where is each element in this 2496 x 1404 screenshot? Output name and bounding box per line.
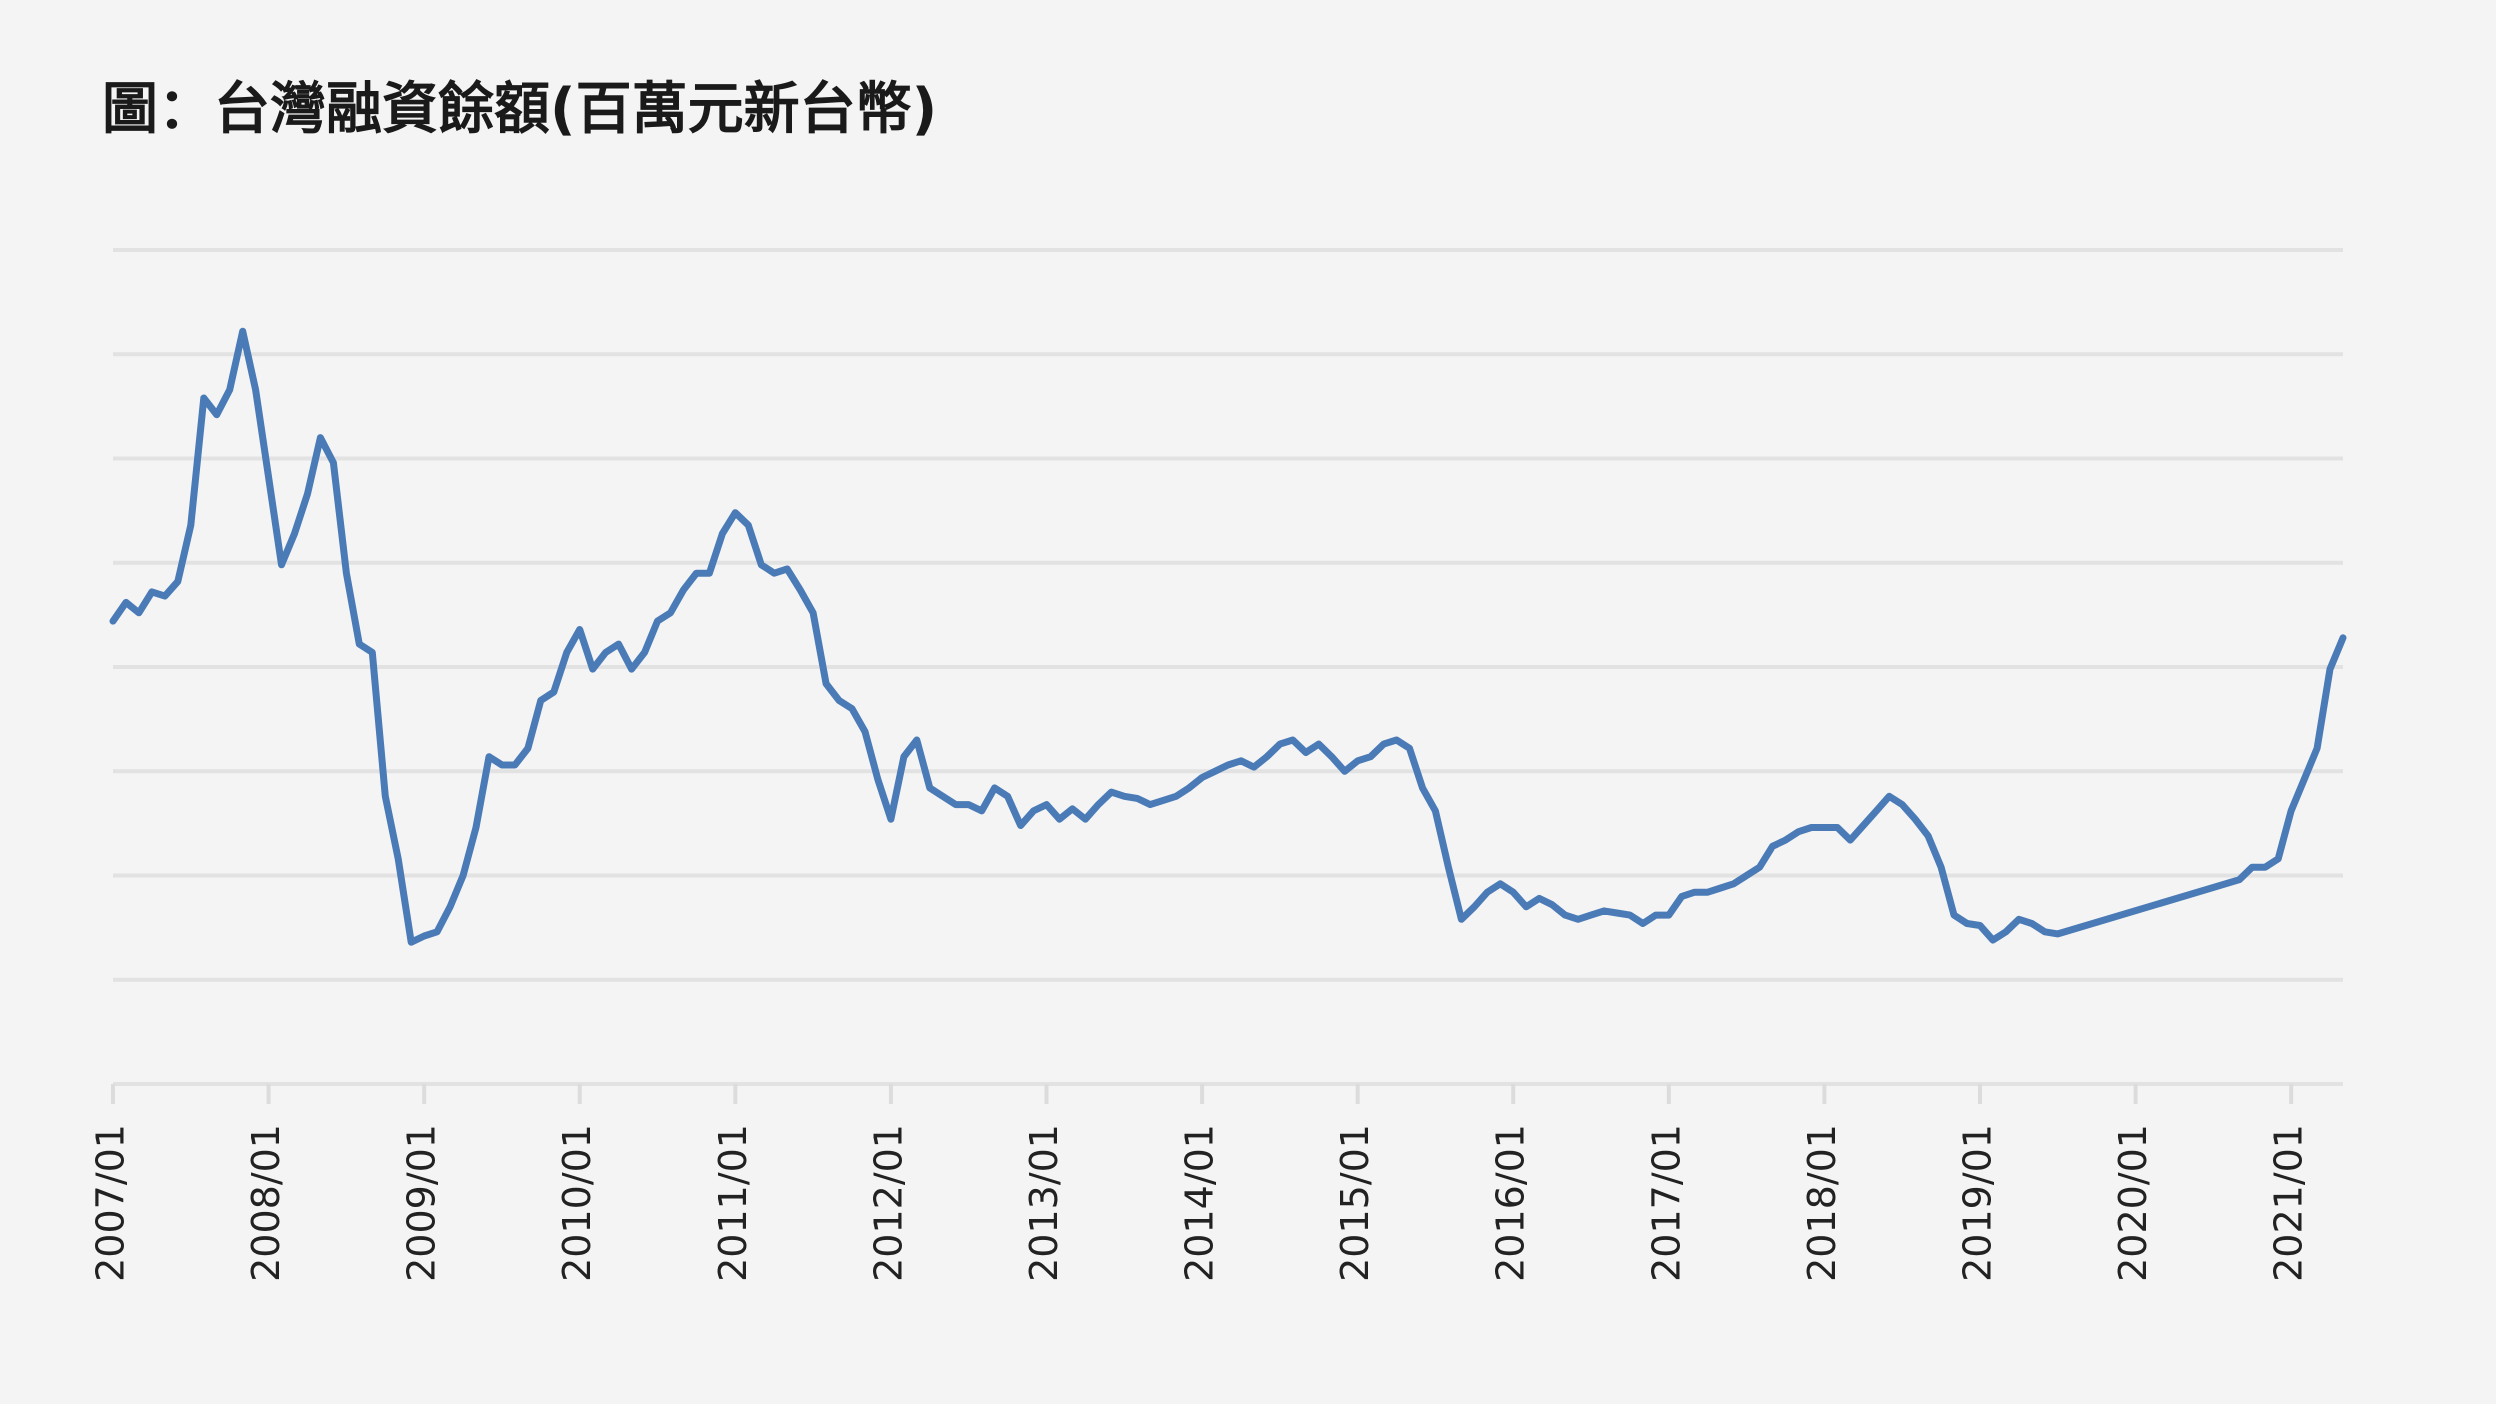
x-tick-label: 2017/01 <box>1644 1124 1688 1282</box>
x-tick-label: 2019/01 <box>1955 1124 1999 1282</box>
x-tick-label: 2010/01 <box>555 1124 599 1282</box>
x-tick-label: 2016/01 <box>1489 1124 1533 1282</box>
x-tick-label: 2021/01 <box>2267 1124 2311 1282</box>
chart-title: 圖：台灣融資餘額(百萬元新台幣) <box>102 77 937 142</box>
x-tick-label: 2020/01 <box>2111 1124 2155 1282</box>
x-tick-label: 2018/01 <box>1800 1124 1844 1282</box>
x-tick-label: 2009/01 <box>400 1124 444 1282</box>
x-tick-label: 2014/01 <box>1178 1124 1222 1282</box>
x-tick-label: 2011/01 <box>711 1124 755 1282</box>
x-tick-label: 2013/01 <box>1022 1124 1066 1282</box>
x-tick-label: 2015/01 <box>1333 1124 1377 1282</box>
data-line <box>109 327 2347 946</box>
x-tick-label: 2007/01 <box>89 1124 133 1282</box>
x-tick-label: 2012/01 <box>866 1124 910 1282</box>
x-tick-label: 2008/01 <box>244 1124 288 1282</box>
